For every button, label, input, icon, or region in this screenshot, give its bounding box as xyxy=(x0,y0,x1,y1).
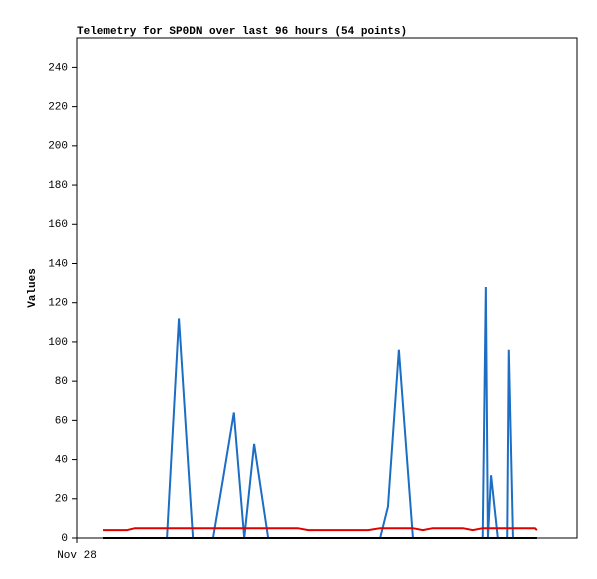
y-tick-label: 80 xyxy=(55,376,68,388)
y-tick-label: 240 xyxy=(48,62,68,74)
chart-title: Telemetry for SP0DN over last 96 hours (… xyxy=(77,26,407,38)
y-tick-label: 20 xyxy=(55,494,68,506)
plot-area xyxy=(76,37,578,539)
y-tick-label: 60 xyxy=(55,415,68,427)
y-tick-label: 140 xyxy=(48,258,68,270)
y-tick-label: 180 xyxy=(48,180,68,192)
y-tick-label: 200 xyxy=(48,141,68,153)
y-axis-label: Values xyxy=(27,268,39,308)
series-line xyxy=(103,527,538,532)
y-tick-label: 220 xyxy=(48,102,68,114)
y-tick-label: 100 xyxy=(48,337,68,349)
y-tick-label: 160 xyxy=(48,219,68,231)
y-tick-label: 40 xyxy=(55,454,68,466)
y-tick-label: 120 xyxy=(48,298,68,310)
x-tick-label: Nov 28 xyxy=(57,550,97,562)
y-tick-label: 0 xyxy=(61,533,68,545)
